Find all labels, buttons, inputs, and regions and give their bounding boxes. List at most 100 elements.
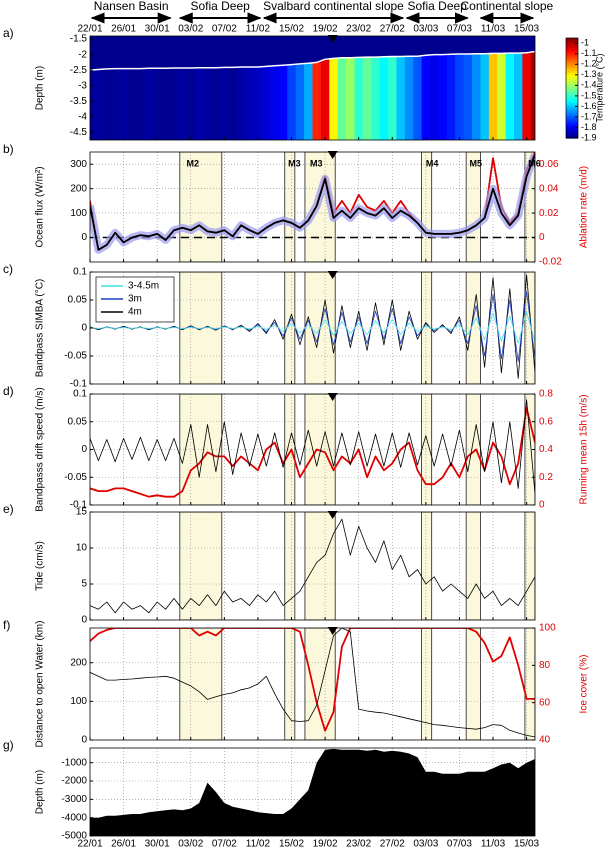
heat-cell (455, 54, 465, 140)
heat-cell (304, 63, 313, 140)
x-tick-label: 27/02 (380, 24, 405, 35)
x-tick-label: 19/02 (313, 839, 338, 850)
heat-cell (337, 57, 347, 140)
event-marker (327, 35, 338, 43)
event-band (179, 512, 223, 620)
colorbar-tick-label: -1.7 (581, 111, 597, 121)
colorbar-step (566, 102, 578, 105)
colorbar-step (566, 116, 578, 119)
plot-frame (89, 511, 536, 621)
x-tick-label: 15/03 (514, 839, 539, 850)
colorbar-step (566, 134, 578, 137)
y2-tick-label: -0.02 (539, 257, 562, 268)
x-tick-label: 11/03 (481, 839, 506, 850)
colorbar-tick-label: -1 (581, 38, 589, 48)
y-tick-label: -0.1 (70, 500, 88, 511)
heat-cell (194, 67, 204, 140)
region-label: Sofia Deep (407, 0, 467, 13)
panel (90, 512, 535, 620)
event-band (421, 512, 433, 620)
event-marker (327, 271, 338, 279)
y-tick-label: 10 (76, 543, 88, 554)
panel (90, 628, 535, 740)
colorbar-step (566, 74, 578, 77)
heat-cell (354, 57, 364, 140)
heat-cell (161, 68, 171, 140)
legend-label: 4m (128, 307, 142, 318)
colorbar-step (566, 70, 578, 73)
x-tick-label: 30/01 (145, 24, 170, 35)
heat-cell (102, 68, 112, 140)
colorbar-step (566, 124, 578, 127)
panel-label: g) (3, 738, 14, 752)
y-tick-label: -0.05 (64, 472, 87, 483)
series-line (90, 628, 535, 732)
event-band (304, 512, 336, 620)
heat-cell (186, 67, 196, 140)
y-tick-label: 100 (70, 696, 87, 707)
x-tick-label: 23/02 (346, 24, 371, 35)
y2-tick-label: 0.8 (539, 389, 553, 400)
annotation: M5 (470, 158, 483, 168)
colorbar-step (566, 46, 578, 49)
heat-cell (497, 53, 507, 140)
y2-tick-label: 0.4 (539, 444, 553, 455)
y-tick-label: 0 (81, 323, 87, 334)
event-band (284, 152, 296, 262)
heat-cell (94, 69, 104, 140)
annotation: M2 (187, 158, 200, 168)
heat-cell (236, 67, 246, 140)
y2-tick-label: 0 (539, 500, 545, 511)
y-tick-label: 0 (81, 232, 87, 243)
x-tick-label: 11/03 (481, 24, 506, 35)
legend-label: 3m (128, 294, 142, 305)
region-label: Sofia Deep (190, 0, 250, 13)
heat-cell (329, 58, 339, 140)
colorbar-tick-label: -1.3 (581, 69, 597, 79)
event-marker (327, 151, 338, 159)
colorbar-step (566, 128, 578, 131)
annotation: M6 (528, 158, 541, 168)
region-label: Nansen Basin (94, 0, 169, 13)
colorbar-tick-label: -1.5 (581, 90, 597, 100)
colorbar-step (566, 90, 578, 93)
y2-tick-label: 0.6 (539, 416, 553, 427)
heat-cell (421, 55, 431, 140)
heat-cell (413, 56, 423, 140)
colorbar-step (566, 120, 578, 123)
y-tick-label: -2000 (61, 776, 87, 787)
y-tick-label: -3000 (61, 794, 87, 805)
event-band (284, 512, 296, 620)
colorbar-step (566, 92, 578, 95)
y2-tick-label: 40 (539, 735, 551, 746)
y-axis-label: Tide (cm/s) (35, 541, 46, 591)
colorbar-tick-label: -1.8 (581, 122, 597, 132)
colorbar-step (566, 132, 578, 135)
event-band (524, 628, 535, 740)
colorbar-step (566, 82, 578, 85)
y2-axis-label: Ice cover (%) (579, 655, 590, 714)
colorbar-step (566, 44, 578, 47)
region-label: Continental slope (461, 0, 554, 13)
y-axis-label: Bandpass SIMBA (°C) (35, 279, 46, 377)
x-tick-label: 11/02 (246, 839, 271, 850)
y2-tick-label: 60 (539, 697, 551, 708)
heat-cell (228, 67, 238, 140)
heat-cell (438, 54, 448, 140)
x-tick-label: 22/01 (77, 839, 102, 850)
y-tick-label: 300 (70, 159, 87, 170)
x-tick-label: 26/01 (111, 839, 136, 850)
event-marker (327, 627, 338, 635)
colorbar-tick-label: -1.1 (581, 48, 597, 58)
event-band (284, 628, 296, 740)
heat-cell (110, 68, 120, 140)
colorbar-step (566, 94, 578, 97)
x-tick-label: 30/01 (145, 839, 170, 850)
colorbar-step (566, 126, 578, 129)
y2-tick-label: 80 (539, 660, 551, 671)
event-band (304, 628, 336, 740)
heat-cell (396, 56, 406, 140)
heat-cell (371, 57, 381, 140)
y-tick-label: -0.05 (64, 351, 87, 362)
